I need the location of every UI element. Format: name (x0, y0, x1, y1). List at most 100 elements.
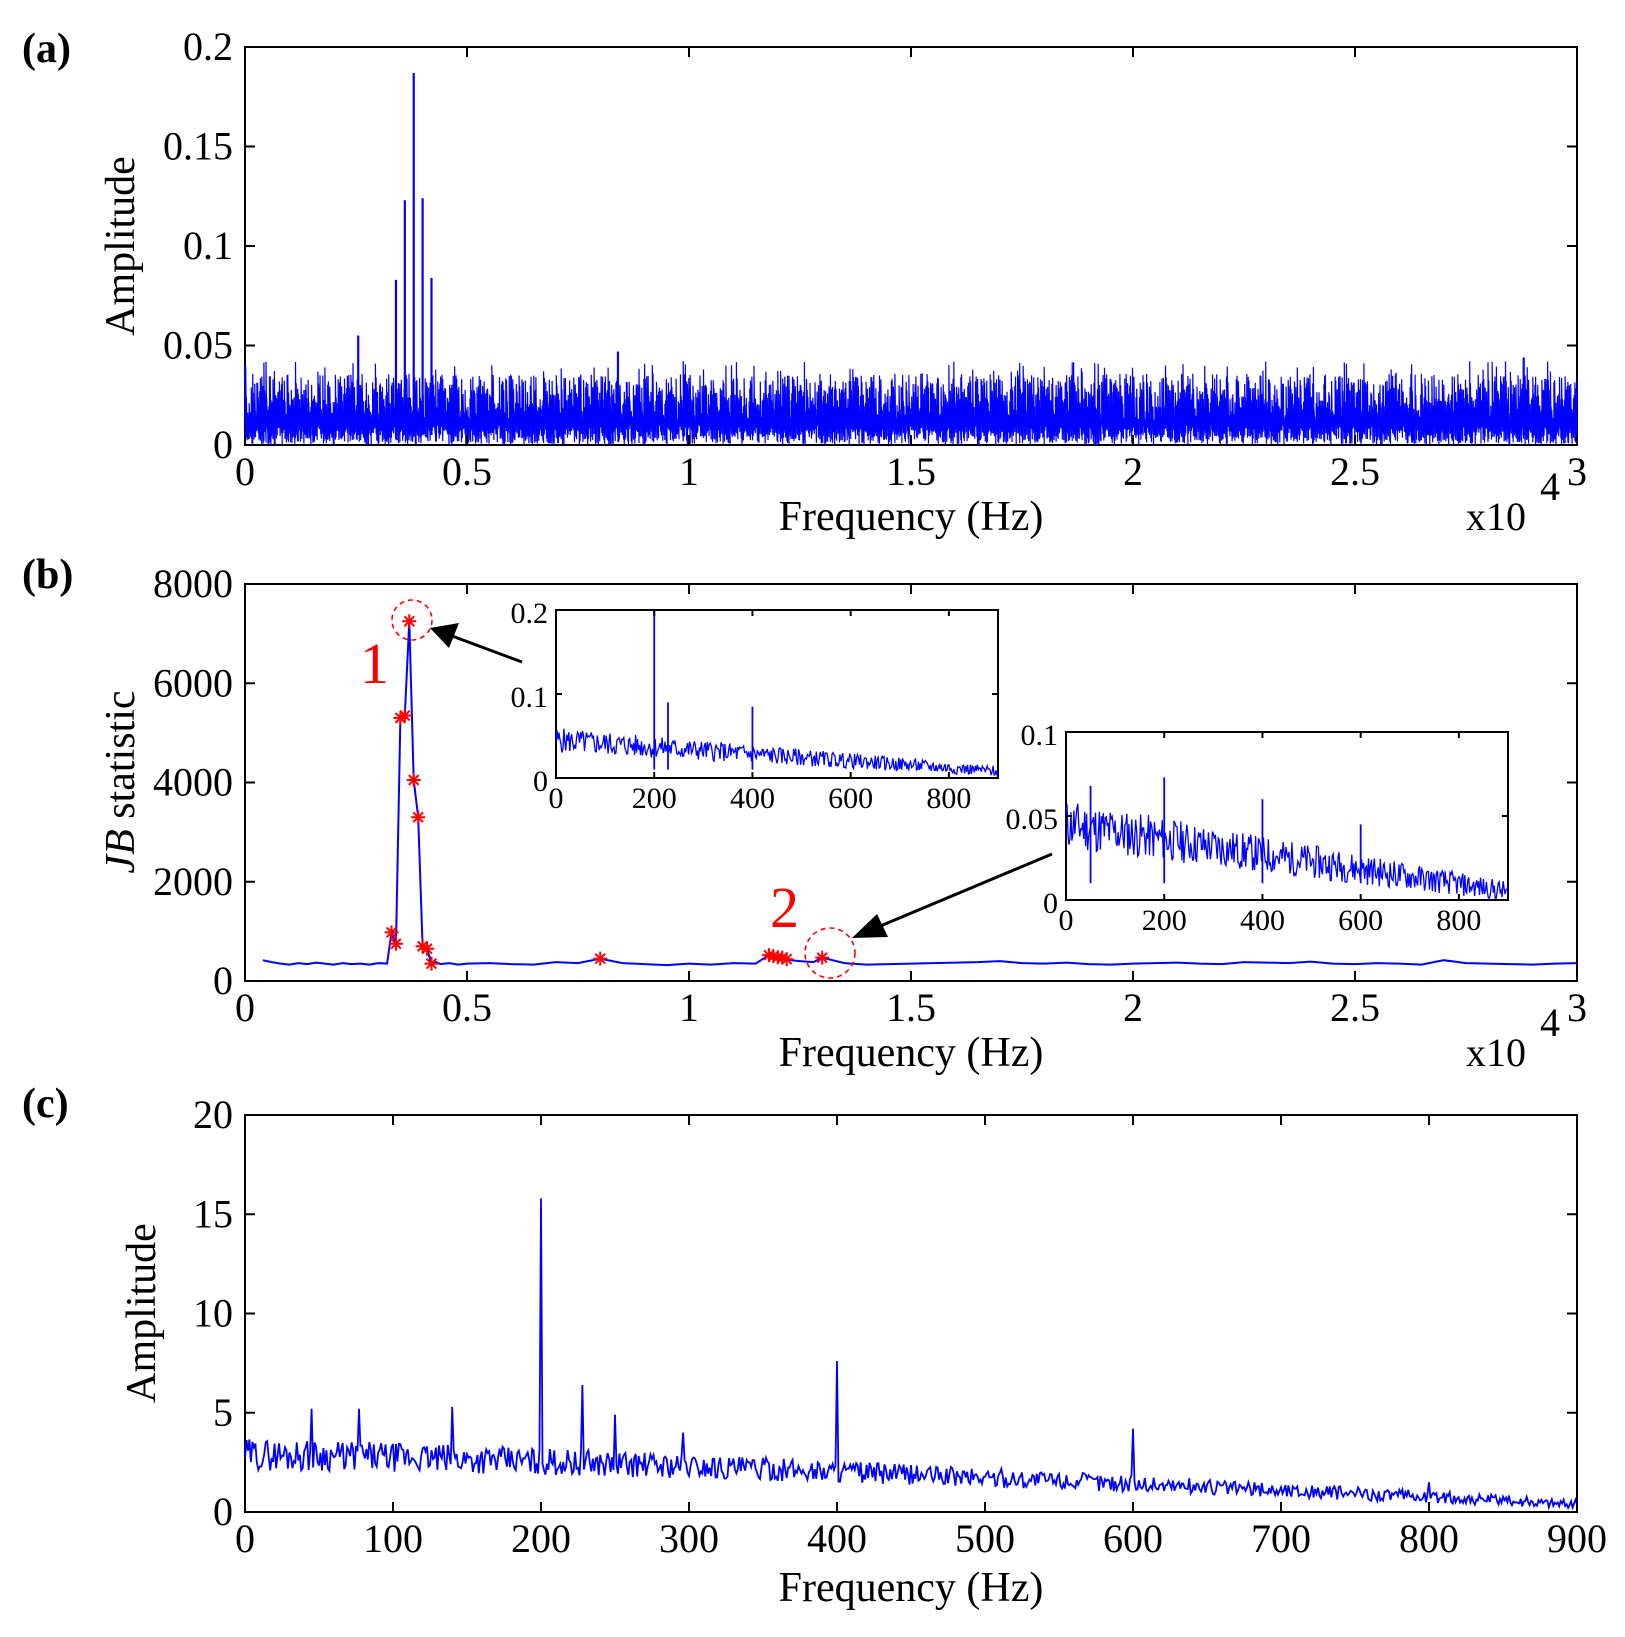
panel-b-xtick-label: 3 (1567, 985, 1587, 1030)
jb-marker-star (815, 950, 830, 965)
panel-c-xtick-label: 800 (1399, 1516, 1459, 1561)
panel-a-ytick-label: 0.05 (163, 323, 233, 368)
panel-b-ylabel-italic: JB (98, 829, 144, 873)
jb-marker-star (402, 614, 417, 629)
panel-c-spectrum-line (244, 1198, 1578, 1511)
inset-1-series (555, 610, 999, 778)
panel-b-ytick-label: 6000 (153, 660, 233, 705)
panel-c-xtick-label: 900 (1547, 1516, 1607, 1561)
panel-c-ylabel: Amplitude (119, 1223, 165, 1403)
inset-1-xtick-label: 0 (549, 782, 564, 815)
panel-b-xtick-label: 0.5 (442, 985, 492, 1030)
panel-a-xtick-label: 0.5 (442, 449, 492, 494)
panel-b-xlabel: Frequency (Hz) (779, 1030, 1044, 1076)
inset-2-spectrum-line (1065, 803, 1509, 900)
panel-c-xtick-label: 600 (1103, 1516, 1163, 1561)
inset-2-ytick-label: 0.1 (1021, 719, 1059, 752)
panel-b-xtick-label: 2.5 (1330, 985, 1380, 1030)
inset-1-xtick-label: 400 (730, 782, 775, 815)
jb-marker-star (384, 925, 399, 940)
jb-marker-stroke (776, 952, 788, 964)
panel-c-xtick-label: 200 (511, 1516, 571, 1561)
panel-a-ticks: 0 0.5 1 1.5 2 2.5 3 0 0.05 0.1 0.15 0.2 (163, 24, 1587, 494)
panel-b-x-scale-label: x10 (1466, 1030, 1526, 1075)
panel-a-plot-area (244, 46, 1578, 446)
jb-marker-stroke (412, 811, 424, 823)
panel-a-xtick-label: 2.5 (1330, 449, 1380, 494)
panel-b-ytick-label: 0 (213, 958, 233, 1003)
panel-c-ytick-label: 5 (213, 1390, 233, 1435)
panel-a-xlabel: Frequency (Hz) (779, 494, 1044, 540)
panel-a-x-scale-label: x10 (1466, 494, 1526, 539)
panel-a-ytick-label: 0.15 (163, 124, 233, 169)
panel-c-series (244, 1198, 1578, 1511)
jb-marker-stroke (421, 943, 433, 955)
panel-c-ytick-label: 0 (213, 1489, 233, 1534)
panel-a-xtick-label: 2 (1123, 449, 1143, 494)
inset-2-xtick-label: 200 (1142, 904, 1187, 937)
panel-a-xtick-label: 0 (235, 449, 255, 494)
panel-a: (a) 0 0.5 1 1.5 2 2.5 3 0 0.05 0.1 0.15 0.2 Frequen… (22, 24, 1587, 540)
annotation-label-1: 1 (360, 631, 389, 696)
inset-1-spectrum-line (555, 728, 999, 778)
inset-2: 0 200 400 600 800 0 0.05 0.1 (1006, 719, 1509, 937)
inset-2-ytick-label: 0.05 (1006, 803, 1059, 836)
panel-b-xtick-label: 0 (235, 985, 255, 1030)
panel-c-xtick-label: 300 (659, 1516, 719, 1561)
inset-1-xtick-label: 600 (828, 782, 873, 815)
panel-a-spectrum-line (244, 360, 1578, 446)
inset-2-ytick-label: 0 (1043, 887, 1058, 920)
panel-b-ytick-label: 8000 (153, 561, 233, 606)
panel-c-xlabel: Frequency (Hz) (779, 1565, 1044, 1611)
panel-b-ylabel-rest: statistic (98, 690, 144, 829)
panel-b-xtick-label: 1 (679, 985, 699, 1030)
jb-marker-stroke (416, 940, 429, 952)
inset-2-series (1065, 777, 1509, 900)
jb-marker-star (593, 951, 608, 966)
panel-b-xtick-label: 2 (1123, 985, 1143, 1030)
panel-a-xtick-label: 3 (1567, 449, 1587, 494)
inset-1-ticks: 0 200 400 600 800 0 0.1 0.2 (511, 597, 998, 815)
arrow-2-head (852, 914, 888, 938)
panel-b-series (262, 614, 1578, 971)
panel-a-x-scale-exponent: 4 (1540, 464, 1560, 509)
inset-1-ytick-label: 0.1 (511, 681, 549, 714)
panel-c-plot-area (244, 1114, 1578, 1513)
jb-statistic-line (262, 621, 1578, 967)
panel-a-ytick-label: 0.2 (183, 24, 233, 69)
panel-c-ytick-label: 10 (193, 1291, 233, 1336)
inset-1-ytick-label: 0.2 (511, 597, 549, 630)
jb-marker-stroke (425, 958, 438, 970)
jb-marker-stroke (403, 615, 415, 627)
inset-2-ticks: 0 200 400 600 800 0 0.05 0.1 (1006, 719, 1508, 937)
panel-a-label: (a) (22, 26, 71, 72)
jb-marker-star (779, 952, 794, 967)
panel-c-ytick-label: 20 (193, 1092, 233, 1137)
panel-c: (c) 0 100 200 300 400 500 600 700 800 900 0 5 10 15 20… (22, 1081, 1607, 1611)
annotation-circle-1 (391, 599, 433, 641)
annotation-circle-2 (804, 927, 856, 979)
jb-marker-star (411, 810, 426, 825)
inset-2-plot-area (1065, 731, 1509, 901)
panel-c-xtick-label: 0 (235, 1516, 255, 1561)
panel-b-ytick-label: 4000 (153, 760, 233, 805)
jb-marker-stroke (385, 926, 398, 938)
jb-marker-stroke (399, 709, 411, 722)
jb-marker-stroke (781, 953, 793, 965)
panel-c-xtick-label: 700 (1251, 1516, 1311, 1561)
panel-c-xtick-label: 100 (363, 1516, 423, 1561)
arrow-1-head (430, 623, 459, 648)
panel-a-ytick-label: 0 (213, 422, 233, 467)
jb-marker-stroke (408, 774, 420, 786)
panel-a-xtick-label: 1 (679, 449, 699, 494)
panel-b-ytick-label: 2000 (153, 859, 233, 904)
panel-c-label: (c) (22, 1081, 69, 1127)
jb-marker-star (420, 941, 435, 956)
jb-marker-star (388, 936, 403, 951)
panel-c-ytick-label: 15 (193, 1191, 233, 1236)
inset-1-plot-area (555, 609, 999, 779)
panel-a-ytick-label: 0.1 (183, 223, 233, 268)
jb-marker-star (397, 708, 412, 723)
